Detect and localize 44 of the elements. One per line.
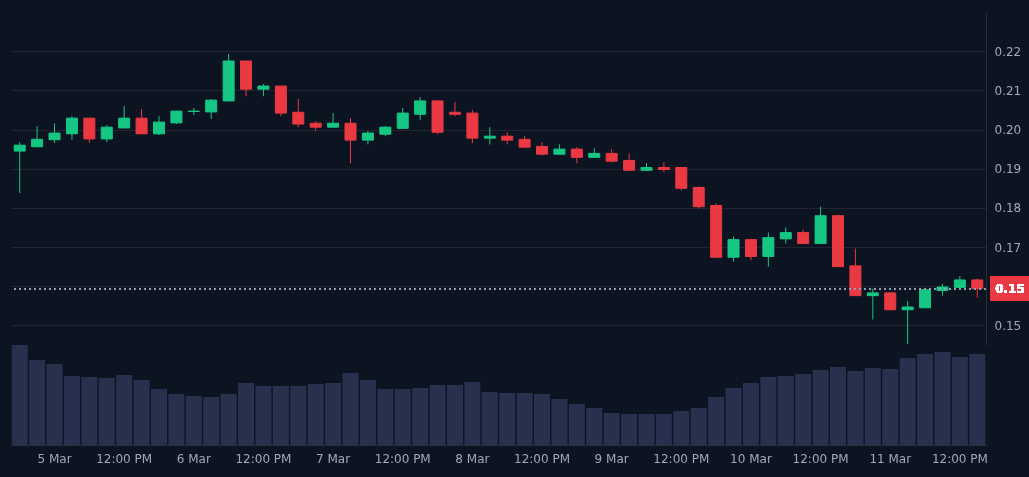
x-tick-label: 6 Mar xyxy=(176,451,211,466)
x-tick-label: 12:00 PM xyxy=(514,451,571,466)
x-tick-label: 12:00 PM xyxy=(374,451,431,466)
candlestick xyxy=(414,96,427,121)
y-tick-label: 0.21 xyxy=(994,83,1022,98)
candlestick xyxy=(692,185,705,210)
x-tick-label: 12:00 PM xyxy=(792,451,849,466)
candlestick xyxy=(866,288,879,321)
candlestick xyxy=(762,232,775,268)
x-tick-label: 12:00 PM xyxy=(653,451,710,466)
candlestick xyxy=(83,117,96,144)
candlestick xyxy=(901,300,914,345)
x-tick-label: 12:00 PM xyxy=(235,451,292,466)
y-tick-label: 0.19 xyxy=(994,162,1022,177)
y-tick-label: 0.15 xyxy=(994,318,1022,333)
candlestick xyxy=(31,125,44,148)
candlestick xyxy=(48,122,61,144)
candlestick xyxy=(152,115,165,136)
candlestick xyxy=(13,141,26,194)
x-tick-label: 12:00 PM xyxy=(96,451,153,466)
y-tick-label: 0.18 xyxy=(994,201,1022,216)
candlestick xyxy=(65,115,78,141)
candlestick xyxy=(675,167,688,191)
x-tick-label: 12:00 PM xyxy=(931,451,988,466)
candlestick xyxy=(344,117,357,164)
candlestick xyxy=(657,161,670,173)
candlestick xyxy=(744,239,757,261)
candlestick xyxy=(919,289,932,309)
x-tick-label: 9 Mar xyxy=(594,451,629,466)
candlestick xyxy=(327,112,340,128)
candlestick xyxy=(135,108,148,135)
candlestick xyxy=(448,101,461,117)
y-tick-label: 0.17 xyxy=(994,240,1022,255)
y-tick-label: 0.22 xyxy=(994,44,1022,59)
candlestick xyxy=(292,98,305,128)
x-tick-label: 5 Mar xyxy=(37,451,72,466)
x-tick-label: 11 Mar xyxy=(869,451,912,466)
candlestick xyxy=(727,235,740,263)
candlestick xyxy=(396,107,409,129)
candlestick xyxy=(118,105,131,129)
y-tick-label: 0.20 xyxy=(994,123,1022,138)
x-tick-label: 7 Mar xyxy=(316,451,351,466)
x-tick-label: 8 Mar xyxy=(455,451,490,466)
x-tick-label: 10 Mar xyxy=(730,451,772,466)
